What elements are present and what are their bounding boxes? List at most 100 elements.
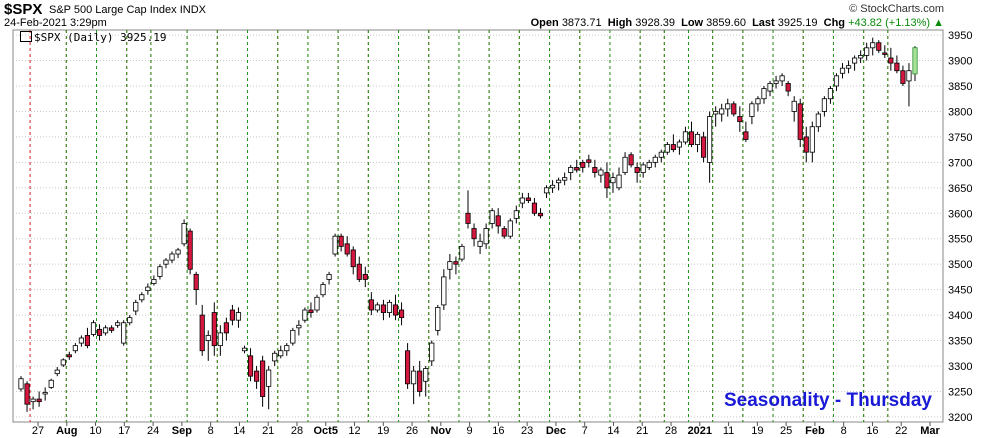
candle-body <box>737 116 743 123</box>
candle-body <box>459 245 465 260</box>
candle-body <box>622 156 628 173</box>
symbol[interactable]: $SPX <box>4 1 43 18</box>
candle-body <box>610 177 616 184</box>
x-tick-label: 12 <box>348 425 360 437</box>
x-tick-label: Feb <box>805 425 825 437</box>
x-tick-label: 23 <box>521 425 533 437</box>
x-tick-label: Aug <box>56 425 77 437</box>
x-tick-label: 16 <box>866 425 878 437</box>
candle-body <box>912 47 918 75</box>
candle-body <box>169 253 175 261</box>
candle-body <box>109 327 115 331</box>
candle-body <box>139 294 145 301</box>
candle-body <box>525 197 531 201</box>
candle-body <box>670 144 676 151</box>
candle-body <box>543 187 550 194</box>
candle-body <box>483 228 489 245</box>
candle-body <box>852 57 858 64</box>
candle-body <box>845 65 852 69</box>
candle-body <box>888 57 894 64</box>
y-tick-label: 3850 <box>948 81 972 93</box>
x-tick-label: Mar <box>920 425 940 437</box>
x-tick-label: 14 <box>607 425 619 437</box>
candle-body <box>821 98 827 112</box>
x-tick-label: 27 <box>32 425 44 437</box>
up-arrow-icon: ▲ <box>933 17 944 29</box>
stockcharts-logo[interactable]: © StockCharts.com <box>849 3 944 15</box>
candle-body <box>719 108 725 115</box>
x-tick-label: 24 <box>147 425 159 437</box>
candle-body <box>127 317 133 324</box>
candle-body <box>519 197 525 204</box>
candle-body <box>441 276 447 306</box>
candle-body <box>586 159 592 163</box>
x-tick-label: 2021 <box>688 425 712 437</box>
y-tick-label: 3800 <box>948 106 972 118</box>
candle-body <box>803 136 809 153</box>
candle-body <box>175 249 181 255</box>
y-tick-label: 3250 <box>948 386 972 398</box>
candle-body <box>894 62 900 72</box>
x-tick-label: 22 <box>895 425 907 437</box>
candle-body <box>658 151 664 158</box>
candle-body <box>344 243 350 255</box>
candle-body <box>350 249 356 268</box>
candle-body <box>731 103 737 115</box>
x-tick-label: 16 <box>492 425 504 437</box>
candle-body <box>471 228 477 240</box>
candle-body <box>30 398 36 403</box>
plot-frame <box>12 29 944 423</box>
candle-body <box>386 301 393 313</box>
y-tick-label: 3900 <box>948 56 972 68</box>
candle-body <box>882 52 888 55</box>
candle-body <box>664 144 670 153</box>
candle-body <box>272 352 278 362</box>
candle-body <box>368 299 374 311</box>
y-tick-label: 3300 <box>948 361 972 373</box>
candle-body <box>767 83 773 92</box>
candle-body <box>54 369 60 375</box>
y-tick-label: 3600 <box>948 208 972 220</box>
candle-body <box>797 103 803 140</box>
x-tick-label: 19 <box>751 425 763 437</box>
candle-body <box>90 322 97 335</box>
candle-body <box>640 164 646 173</box>
candle-body <box>78 337 84 344</box>
x-tick-label: 21 <box>636 425 648 437</box>
candle-body <box>743 131 749 140</box>
candle-body <box>18 378 24 390</box>
candle-body <box>157 266 163 277</box>
symbol-name: S&P 500 Large Cap Index INDX <box>49 4 206 16</box>
candle-body <box>628 154 634 166</box>
candle-body <box>338 235 344 247</box>
x-tick-label: 25 <box>780 425 792 437</box>
candle-body <box>429 342 435 362</box>
x-tick-label: 19 <box>377 425 389 437</box>
candle-body <box>598 169 604 176</box>
candle-body <box>634 167 640 173</box>
candle-body <box>96 328 103 336</box>
candle-body <box>489 210 495 224</box>
candle-body <box>398 309 405 319</box>
chart-legend: $SPX (Daily) 3925.19 <box>20 31 166 44</box>
candle-body <box>356 263 362 280</box>
candle-body <box>380 304 387 313</box>
candle-body <box>84 335 91 347</box>
legend-swatch-icon <box>20 31 32 42</box>
candle-body <box>556 179 562 184</box>
x-tick-label: 28 <box>665 425 677 437</box>
x-tick-label: Oct5 <box>314 425 338 437</box>
y-tick-label: 3700 <box>948 157 972 169</box>
candle-body <box>133 301 139 312</box>
candle-body <box>254 370 260 382</box>
candle-body <box>296 324 302 329</box>
y-tick-label: 3450 <box>948 285 972 297</box>
candle-body <box>48 379 54 388</box>
candle-body <box>858 55 864 59</box>
candle-body <box>592 167 598 173</box>
candle-body <box>362 273 368 280</box>
candle-body <box>374 304 380 311</box>
candle-body <box>392 304 399 316</box>
candle-body <box>864 47 870 56</box>
